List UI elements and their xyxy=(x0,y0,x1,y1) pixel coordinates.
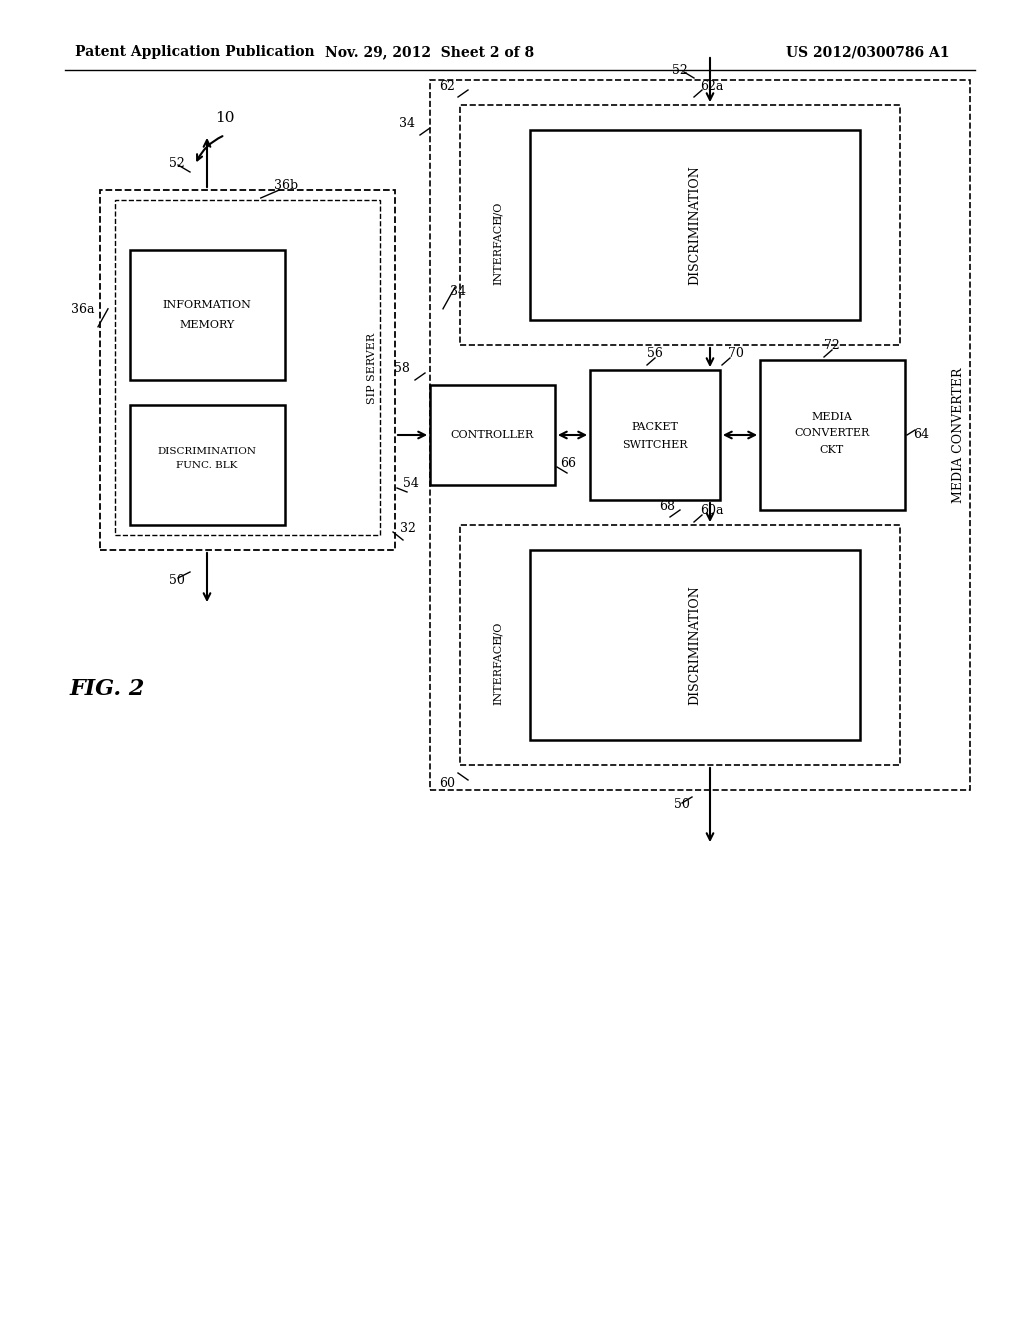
Text: 56: 56 xyxy=(647,347,663,360)
Bar xyxy=(100,190,395,550)
Text: 10: 10 xyxy=(215,111,234,125)
Text: 70: 70 xyxy=(728,347,743,360)
Bar xyxy=(530,550,860,741)
Bar xyxy=(760,360,905,510)
Text: 50: 50 xyxy=(674,799,690,812)
Text: CONVERTER: CONVERTER xyxy=(795,428,869,438)
Text: 72: 72 xyxy=(824,339,840,352)
Text: I/O: I/O xyxy=(493,622,503,639)
Text: MEDIA CONVERTER: MEDIA CONVERTER xyxy=(951,367,965,503)
Bar xyxy=(460,106,900,345)
Text: Patent Application Publication: Patent Application Publication xyxy=(75,45,314,59)
Text: 50: 50 xyxy=(169,573,185,586)
Text: DISCRIMINATION: DISCRIMINATION xyxy=(158,447,256,457)
Text: 62a: 62a xyxy=(700,81,723,92)
Text: Nov. 29, 2012  Sheet 2 of 8: Nov. 29, 2012 Sheet 2 of 8 xyxy=(326,45,535,59)
Text: 62: 62 xyxy=(439,81,455,92)
Text: 60: 60 xyxy=(439,777,455,789)
Text: SIP SERVER: SIP SERVER xyxy=(367,333,377,404)
Bar xyxy=(130,405,285,525)
Text: INTERFACE: INTERFACE xyxy=(493,215,503,285)
Text: 68: 68 xyxy=(659,500,675,513)
Text: 34: 34 xyxy=(450,285,466,298)
Bar xyxy=(130,249,285,380)
Text: 54: 54 xyxy=(403,477,419,490)
Text: INFORMATION: INFORMATION xyxy=(163,300,252,310)
Text: FIG. 2: FIG. 2 xyxy=(70,678,145,700)
Text: 36a: 36a xyxy=(72,304,95,315)
Text: 64: 64 xyxy=(913,429,929,441)
Text: MEMORY: MEMORY xyxy=(179,319,234,330)
Text: CONTROLLER: CONTROLLER xyxy=(451,430,534,440)
Text: US 2012/0300786 A1: US 2012/0300786 A1 xyxy=(786,45,950,59)
Bar xyxy=(115,201,380,535)
Bar xyxy=(430,385,555,484)
Text: FUNC. BLK: FUNC. BLK xyxy=(176,461,238,470)
Text: MEDIA: MEDIA xyxy=(812,412,852,422)
Text: DISCRIMINATION: DISCRIMINATION xyxy=(688,165,701,285)
Bar xyxy=(530,129,860,319)
Text: 52: 52 xyxy=(672,63,688,77)
Bar xyxy=(430,81,970,789)
Text: 52: 52 xyxy=(169,157,185,170)
Text: INTERFACE: INTERFACE xyxy=(493,635,503,705)
Text: 60a: 60a xyxy=(700,504,724,517)
Text: 66: 66 xyxy=(560,457,575,470)
Bar xyxy=(460,525,900,766)
Text: 58: 58 xyxy=(394,362,410,375)
Bar xyxy=(590,370,720,500)
Text: 32: 32 xyxy=(400,521,416,535)
Text: SWITCHER: SWITCHER xyxy=(623,440,688,450)
Text: CKT: CKT xyxy=(820,445,844,455)
Text: 36b: 36b xyxy=(274,180,298,191)
Text: I/O: I/O xyxy=(493,202,503,219)
Text: PACKET: PACKET xyxy=(632,422,679,432)
Text: DISCRIMINATION: DISCRIMINATION xyxy=(688,585,701,705)
Text: 34: 34 xyxy=(399,117,415,129)
